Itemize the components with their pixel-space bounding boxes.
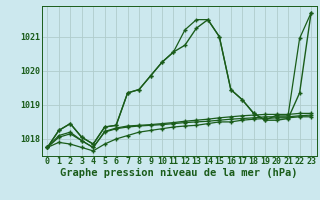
X-axis label: Graphe pression niveau de la mer (hPa): Graphe pression niveau de la mer (hPa) [60, 168, 298, 178]
